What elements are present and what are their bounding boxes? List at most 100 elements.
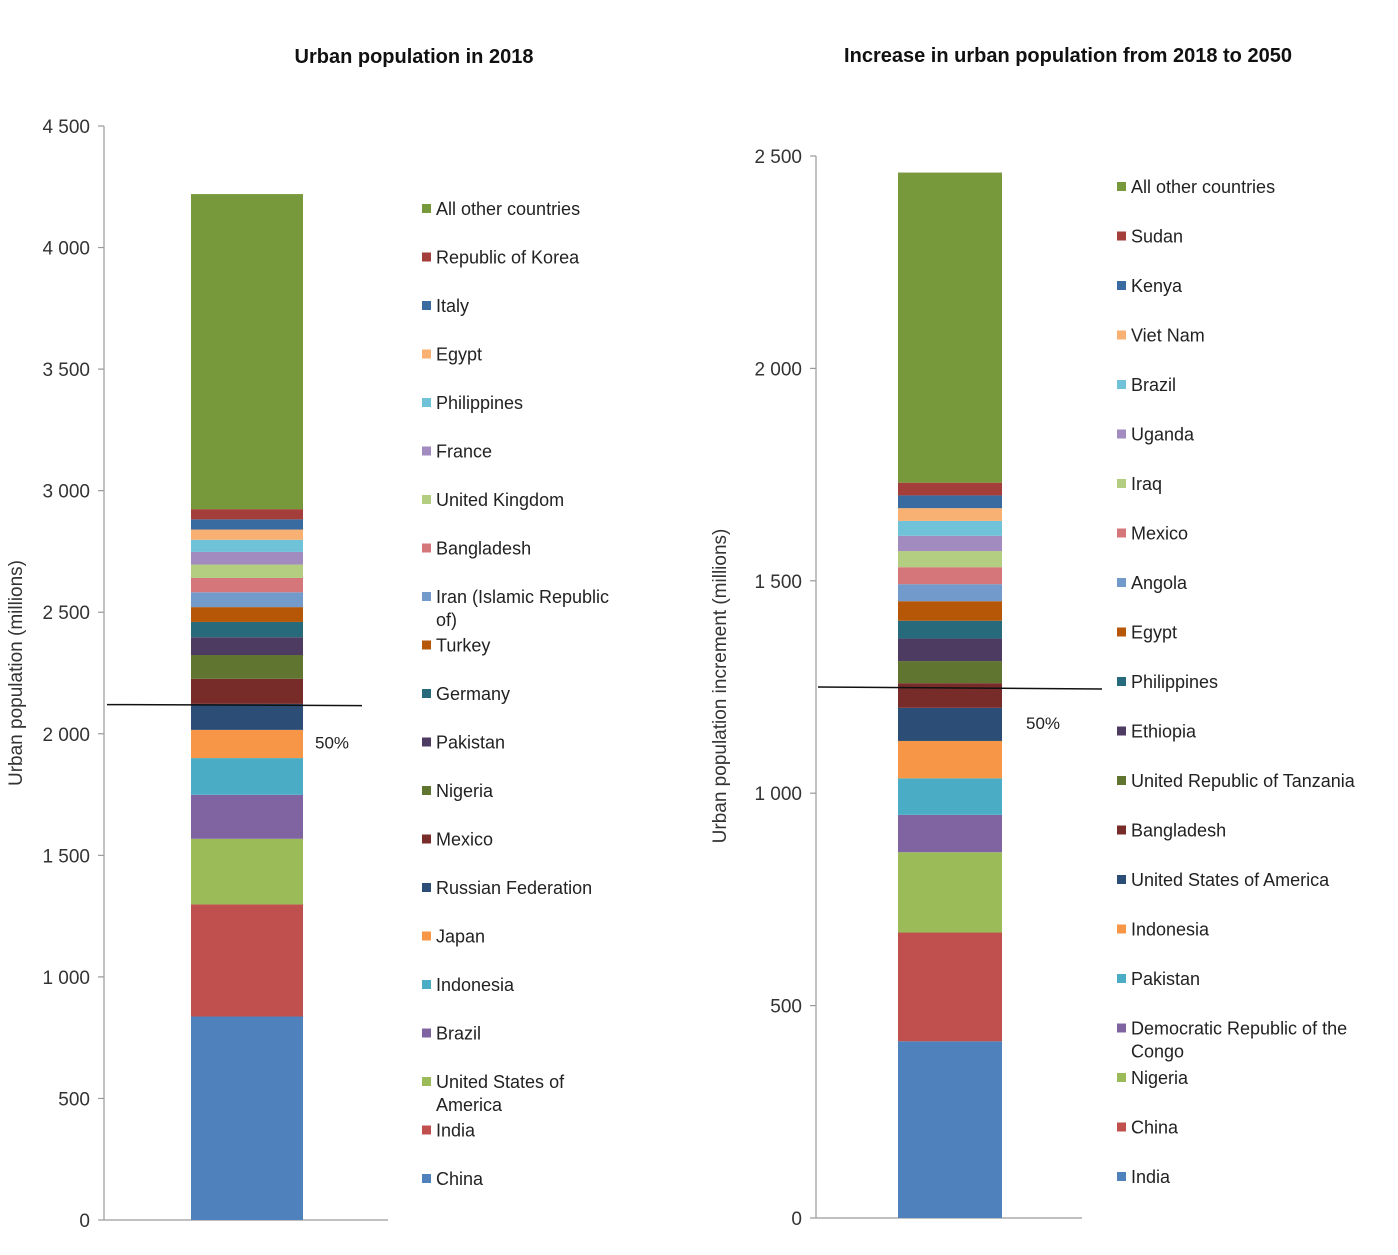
- y-tick-label: 500: [770, 997, 802, 1018]
- bar-segment-ethiopia: [898, 638, 1002, 662]
- bar-segment-pakistan: [898, 778, 1002, 815]
- bar-segment-india: [898, 1041, 1002, 1218]
- legend-label: Brazil: [436, 1024, 481, 1044]
- legend-swatch: [1117, 1122, 1126, 1132]
- legend-label: Germany: [436, 684, 510, 704]
- legend-swatch: [1117, 182, 1126, 191]
- bar-segment-republic-of-korea: [191, 509, 303, 520]
- bar-segment-bangladesh: [191, 577, 303, 593]
- y-tick-label: 2 000: [754, 359, 802, 380]
- legend-item: United States of America: [1117, 870, 1330, 890]
- legend-swatch: [1117, 1172, 1126, 1181]
- legend-label: United Kingdom: [436, 490, 564, 510]
- legend-swatch: [422, 1028, 431, 1038]
- legend-label: Mexico: [1131, 524, 1188, 544]
- bar-segment-uganda: [898, 535, 1002, 552]
- legend-swatch: [422, 1174, 431, 1183]
- legend-swatch: [1117, 776, 1126, 785]
- legend-swatch: [1117, 924, 1126, 934]
- legend-item: Egypt: [422, 345, 482, 365]
- bar-segment-all-other-countries: [191, 194, 303, 510]
- fifty-percent-label: 50%: [1026, 714, 1060, 733]
- legend-item: Nigeria: [1117, 1068, 1189, 1088]
- bar-segment-philippines: [898, 620, 1002, 639]
- bar-segment-sudan: [898, 482, 1002, 496]
- legend-swatch: [1117, 231, 1126, 241]
- legend-label: Philippines: [1131, 672, 1218, 692]
- legend-swatch: [422, 737, 431, 747]
- bar-segment-brazil: [191, 794, 303, 839]
- legend-label: Mexico: [436, 830, 493, 850]
- legend-label: Sudan: [1131, 227, 1183, 247]
- legend-item: United States of America: [422, 1072, 565, 1115]
- legend-label: United States of America: [1131, 870, 1330, 890]
- legend-label: Indonesia: [1131, 920, 1210, 940]
- bar-segment-united-states-of-america: [898, 707, 1002, 741]
- legend-item: Turkey: [422, 636, 490, 656]
- bar-segment-nigeria: [191, 655, 303, 679]
- legend-swatch: [1117, 875, 1126, 884]
- legend-label: Iran (Islamic Republic of): [436, 587, 609, 630]
- legend-swatch: [1117, 380, 1126, 389]
- legend-label: United Republic of Tanzania: [1131, 771, 1356, 791]
- bar-segment-united-states-of-america: [191, 838, 303, 905]
- bar-segment-china: [898, 932, 1002, 1042]
- y-tick-label: 2 500: [754, 147, 802, 168]
- legend-item: All other countries: [422, 199, 580, 219]
- legend-label: China: [436, 1169, 484, 1189]
- legend-item: Germany: [422, 684, 510, 704]
- legend-swatch: [1117, 627, 1126, 637]
- legend-swatch: [422, 543, 431, 553]
- bar-segment-india: [191, 904, 303, 1017]
- bar-segment-china: [191, 1016, 303, 1220]
- legend-item: Egypt: [1117, 623, 1177, 643]
- legend-label: Kenya: [1131, 276, 1183, 296]
- legend-swatch: [1117, 479, 1126, 488]
- legend-label: Viet Nam: [1131, 326, 1205, 346]
- bar-segment-united-kingdom: [191, 564, 303, 578]
- legend-item: Pakistan: [1117, 969, 1200, 989]
- legend-label: Nigeria: [1131, 1068, 1189, 1088]
- legend-item: Brazil: [422, 1024, 481, 1044]
- bar-segment-russian-federation: [191, 703, 303, 730]
- legend-item: Russian Federation: [422, 878, 592, 898]
- legend-item: Uganda: [1117, 425, 1195, 445]
- fifty-percent-label: 50%: [315, 734, 349, 753]
- bar-segment-viet-nam: [898, 508, 1002, 521]
- legend-label: Ethiopia: [1131, 722, 1197, 742]
- legend-label: Italy: [436, 296, 469, 316]
- bar-segment-turkey: [191, 607, 303, 622]
- legend-swatch: [422, 883, 431, 892]
- legend-item: Mexico: [422, 830, 493, 850]
- legend-label: Democratic Republic of the Congo: [1131, 1019, 1347, 1062]
- y-tick-label: 3 000: [42, 482, 90, 503]
- legend-label: Iraq: [1131, 474, 1162, 494]
- legend-swatch: [422, 1077, 431, 1086]
- legend-swatch: [1117, 1073, 1126, 1082]
- legend-item: Pakistan: [422, 733, 505, 753]
- legend-label: France: [436, 442, 492, 462]
- legend-label: Bangladesh: [1131, 821, 1226, 841]
- legend-label: Brazil: [1131, 375, 1176, 395]
- legend-label: Pakistan: [436, 733, 505, 753]
- y-tick-label: 2 000: [42, 725, 90, 746]
- legend-label: Japan: [436, 927, 485, 947]
- legend-item: Bangladesh: [422, 539, 531, 559]
- bar-segment-kenya: [898, 495, 1002, 509]
- legend-label: Indonesia: [436, 975, 515, 995]
- legend-swatch: [422, 931, 431, 941]
- y-tick-label: 2 500: [42, 603, 90, 624]
- legend-swatch: [1117, 726, 1126, 736]
- legend-item: Kenya: [1117, 276, 1183, 296]
- legend-item: India: [422, 1121, 476, 1141]
- fifty-percent-line: [106, 703, 363, 707]
- legend-item: Ethiopia: [1117, 722, 1197, 742]
- bar-segment-mexico: [898, 567, 1002, 585]
- legend-swatch: [1117, 330, 1126, 340]
- y-tick-label: 1 000: [42, 968, 90, 989]
- legend-label: Egypt: [1131, 623, 1177, 643]
- fifty-percent-line: [817, 686, 1103, 690]
- y-tick-label: 500: [58, 1089, 90, 1110]
- bar-segment-philippines: [191, 539, 303, 552]
